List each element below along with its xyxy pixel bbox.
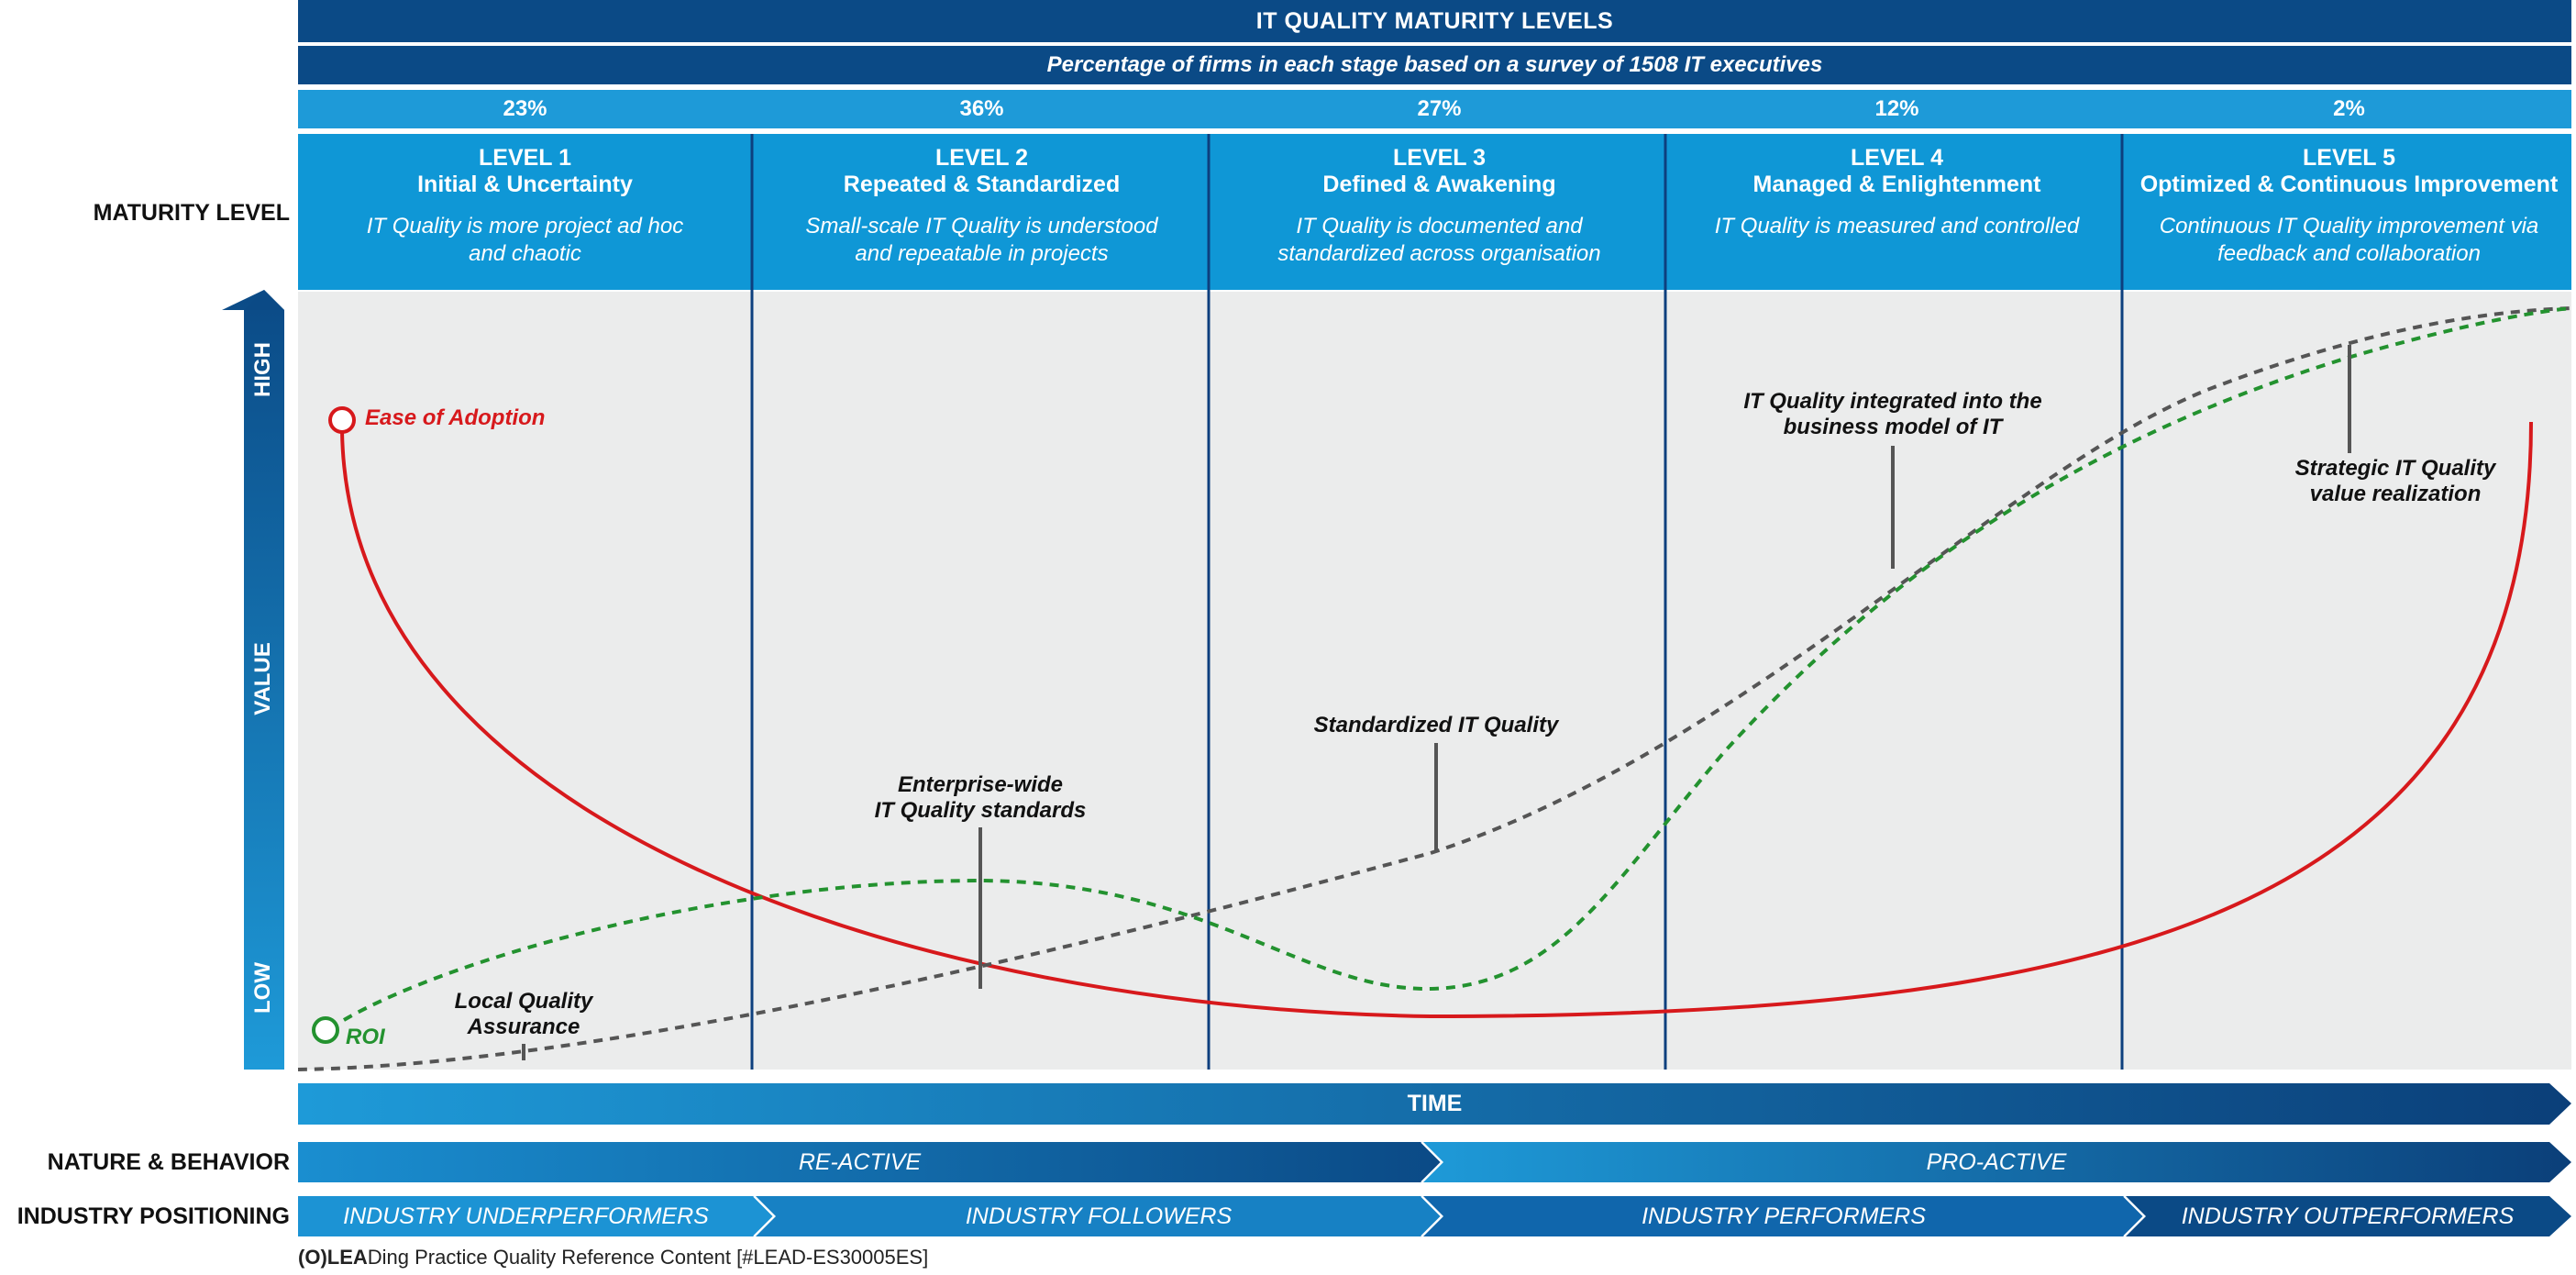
followers-label: INDUSTRY FOLLOWERS [965,1203,1233,1229]
level-3-desc-2: standardized across organisation [1277,241,1601,266]
time-arrow [298,1083,2571,1125]
level-3-number: LEVEL 3 [1393,145,1486,171]
level-2-desc-1: Small-scale IT Quality is understood [805,214,1158,238]
level-dividers [750,134,2124,1070]
ease-of-adoption-marker [328,406,356,434]
level-3-cell: LEVEL 3 Defined & Awakening IT Quality i… [1211,134,1667,290]
level-4-percent: 12% [1874,96,1919,121]
plot-background [298,292,2571,1070]
nature-behavior-label: NATURE & BEHAVIOR [47,1149,290,1175]
followers-arrow [756,1196,1442,1236]
time-label: TIME [1407,1091,1463,1116]
sep-2 [1421,1195,1443,1237]
level-3-name: Defined & Awakening [1322,172,1556,197]
axis-high-label: HIGH [250,342,275,397]
level-4-desc-1: IT Quality is measured and controlled [1714,214,2080,238]
level-1-name: Initial & Uncertainty [417,172,633,197]
level-4-cell: LEVEL 4 Managed & Enlightenment IT Quali… [1669,134,2125,290]
level-5-name: Optimized & Continuous Improvement [2139,172,2559,197]
sep-3 [2123,1195,2146,1237]
level-2-number: LEVEL 2 [935,145,1028,171]
percent-row: 23% 36% 27% 12% 2% [298,90,2571,128]
level-2-percent: 36% [959,96,1004,121]
proactive-label: PRO-ACTIVE [1926,1148,2067,1175]
level-4-name: Managed & Enlightenment [1752,172,2041,197]
annotation-leaders [522,345,2351,1060]
level-5-desc-2: feedback and collaboration [2217,241,2481,266]
axis-low-label: LOW [250,962,275,1014]
level-3-desc-1: IT Quality is documented and [1296,214,1583,238]
annotation-integrated-2: business model of IT [1783,415,2003,439]
roi-marker [312,1016,339,1044]
level-row: LEVEL 1 Initial & Uncertainty IT Quality… [298,134,2571,290]
level-4-number: LEVEL 4 [1851,145,1943,171]
level-2-desc-2: and repeatable in projects [855,241,1109,266]
diagram-subtitle: Percentage of firms in each stage based … [298,46,2571,84]
annotation-enterprise-2: IT Quality standards [874,798,1087,823]
level-1-cell: LEVEL 1 Initial & Uncertainty IT Quality… [298,134,752,290]
sep-1 [753,1195,776,1237]
annotation-local-qa-1: Local Quality [454,989,593,1014]
level-1-number: LEVEL 1 [479,145,571,171]
level-2-cell: LEVEL 2 Repeated & Standardized Small-sc… [754,134,1210,290]
outperformers-arrow [2126,1196,2571,1236]
ease-of-adoption-curve [340,421,2533,1019]
annotation-standardized: Standardized IT Quality [1313,713,1559,737]
level-1-desc-2: and chaotic [469,241,581,266]
footer-text: Ding Practice Quality Reference Content … [367,1246,929,1269]
sep-behavior [1421,1141,1443,1183]
reactive-arrow [298,1142,1442,1182]
level-1-percent: 23% [503,96,547,121]
annotation-strategic-2: value realization [2309,482,2482,506]
annotation-local-qa: Local Quality Assurance [386,989,661,1040]
maturity-level-label: MATURITY LEVEL [93,200,290,226]
level-5-cell: LEVEL 5 Optimized & Continuous Improveme… [2127,134,2571,290]
performers-arrow [1423,1196,2144,1236]
annotation-strategic-1: Strategic IT Quality [2294,456,2496,481]
roi-curve [343,306,2572,1022]
ease-of-adoption-label: Ease of Adoption [365,405,546,430]
positioning-separators [753,1141,2146,1237]
axis-value-label: VALUE [250,642,275,715]
value-axis-arrow [222,290,284,1070]
level-3-percent: 27% [1417,96,1462,121]
industry-positioning-label: INDUSTRY POSITIONING [17,1203,290,1229]
roi-label: ROI [346,1025,385,1049]
annotation-local-qa-2: Assurance [467,1014,580,1039]
annotation-enterprise-1: Enterprise-wide [897,772,1064,797]
footer: (O)LEADing Practice Quality Reference Co… [298,1246,928,1269]
underperformers-label: INDUSTRY UNDERPERFORMERS [343,1203,709,1229]
annotation-strategic: Strategic IT Quality value realization [2212,456,2576,507]
proactive-arrow [1423,1142,2571,1182]
reactive-label: RE-ACTIVE [798,1148,922,1175]
annotation-integrated: IT Quality integrated into the business … [1686,389,2099,440]
footer-logo: (O)LEA [298,1246,368,1269]
outperformers-label: INDUSTRY OUTPERFORMERS [2181,1203,2515,1229]
annotation-integrated-1: IT Quality integrated into the [1743,389,2042,414]
performers-label: INDUSTRY PERFORMERS [1642,1203,1926,1229]
level-5-desc-1: Continuous IT Quality improvement via [2159,214,2539,238]
value-axis-arrowhead [244,290,284,310]
level-5-percent: 2% [2333,96,2365,121]
level-2-name: Repeated & Standardized [843,172,1121,197]
level-1-desc-1: IT Quality is more project ad hoc [366,214,684,238]
annotation-enterprise: Enterprise-wide IT Quality standards [797,772,1164,824]
level-5-number: LEVEL 5 [2303,145,2395,171]
underperformers-arrow [298,1196,774,1236]
value-curve [297,306,2572,1071]
diagram-title: IT QUALITY MATURITY LEVELS [298,0,2571,42]
